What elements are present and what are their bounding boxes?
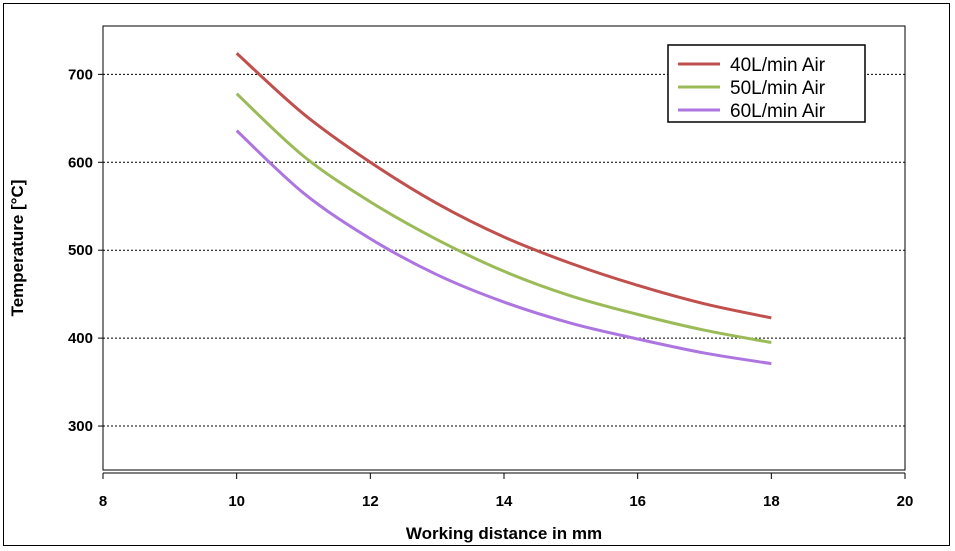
- y-axis-title: Temperature [°C]: [8, 180, 27, 317]
- legend-label: 60L/min Air: [730, 101, 826, 122]
- x-tick-label: 12: [362, 493, 379, 510]
- y-tick-label: 700: [68, 66, 93, 83]
- y-tick-label: 600: [68, 154, 93, 171]
- series-line-2: [235, 92, 772, 344]
- series-lines: [235, 52, 772, 366]
- plot-area: [102, 25, 906, 471]
- series-line-1: [235, 52, 772, 320]
- x-tick-label: 14: [496, 493, 513, 510]
- y-tick-label: 400: [68, 330, 93, 347]
- x-tick-label: 10: [228, 493, 245, 510]
- x-tick-label: 16: [629, 493, 646, 510]
- legend-label: 50L/min Air: [730, 78, 826, 99]
- y-tick-label: 500: [68, 242, 93, 259]
- x-tick-label: 18: [763, 493, 780, 510]
- legend-label: 40L/min Air: [730, 55, 826, 76]
- x-tick-label: 8: [99, 493, 107, 510]
- y-tick-label: 300: [68, 418, 93, 435]
- x-axis-title: Working distance in mm: [406, 524, 602, 543]
- series-line-3: [235, 129, 772, 366]
- gridlines: [103, 73, 905, 427]
- x-tick-label: 20: [897, 493, 914, 510]
- axes: 300 400 500 600 700 8 10 12 14 16 18 20: [68, 66, 913, 510]
